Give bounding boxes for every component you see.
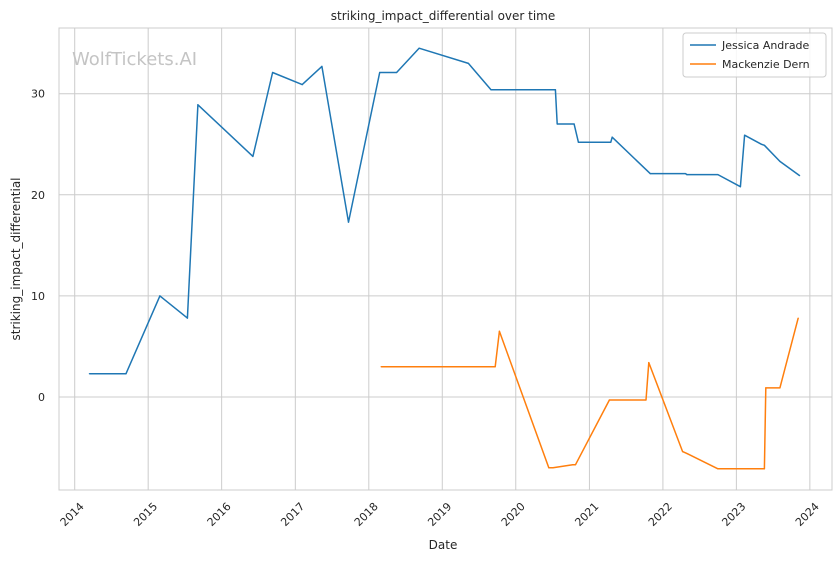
data-point-jessica-andrade <box>611 136 613 138</box>
legend-box <box>682 32 827 78</box>
y-tick-label: 20 <box>31 189 45 202</box>
legend: Jessica Andrade Mackenzie Dern <box>682 32 827 78</box>
y-axis-title: striking_impact_differential <box>9 177 23 340</box>
data-point-mackenzie-dern <box>608 399 611 401</box>
data-point-jessica-andrade <box>739 186 742 188</box>
data-point-jessica-andrade <box>779 160 781 162</box>
legend-label-mackenzie-dern: Mackenzie Dern <box>722 58 810 71</box>
data-point-mackenzie-dern <box>686 453 688 455</box>
data-point-jessica-andrade <box>686 174 688 176</box>
series-line-jessica-andrade <box>89 47 801 375</box>
data-point-jessica-andrade <box>744 134 746 136</box>
data-point-jessica-andrade <box>536 89 539 91</box>
series-layer <box>88 47 801 470</box>
data-point-jessica-andrade <box>684 173 687 175</box>
data-point-jessica-andrade <box>556 123 558 125</box>
data-point-jessica-andrade <box>649 173 651 175</box>
watermark: WolfTickets.AI <box>72 49 197 70</box>
data-point-mackenzie-dern <box>648 362 650 364</box>
data-point-jessica-andrade <box>717 174 719 176</box>
legend-label-jessica-andrade: Jessica Andrade <box>721 39 810 52</box>
data-point-mackenzie-dern <box>645 399 647 401</box>
data-point-jessica-andrade <box>186 317 188 319</box>
data-point-jessica-andrade <box>321 65 323 67</box>
data-point-mackenzie-dern <box>717 468 719 470</box>
data-point-jessica-andrade <box>197 104 199 106</box>
data-point-jessica-andrade <box>418 47 420 49</box>
data-point-mackenzie-dern <box>779 387 781 389</box>
data-point-jessica-andrade <box>347 221 350 223</box>
y-tick-label: 10 <box>31 290 45 303</box>
data-point-mackenzie-dern <box>494 366 496 368</box>
chart-title: striking_impact_differential over time <box>331 9 556 23</box>
y-tick-label: 30 <box>31 88 45 101</box>
grid <box>59 28 832 490</box>
data-point-jessica-andrade <box>252 155 254 157</box>
y-tick-label: 0 <box>38 391 45 404</box>
data-point-mackenzie-dern <box>572 464 574 466</box>
data-point-jessica-andrade <box>467 62 469 64</box>
data-point-jessica-andrade <box>88 373 90 375</box>
data-point-mackenzie-dern <box>552 467 554 469</box>
data-point-mackenzie-dern <box>574 464 577 466</box>
data-point-mackenzie-dern <box>763 468 766 470</box>
data-point-jessica-andrade <box>554 89 557 91</box>
data-point-mackenzie-dern <box>765 387 767 389</box>
data-point-jessica-andrade <box>272 71 274 74</box>
data-point-jessica-andrade <box>573 123 575 125</box>
data-point-mackenzie-dern <box>682 451 684 453</box>
data-point-jessica-andrade <box>490 89 492 91</box>
data-point-mackenzie-dern <box>380 366 382 368</box>
data-point-jessica-andrade <box>577 141 580 143</box>
data-point-jessica-andrade <box>610 141 612 143</box>
data-point-jessica-andrade <box>125 373 127 375</box>
data-point-mackenzie-dern <box>548 467 550 469</box>
data-point-jessica-andrade <box>799 175 801 177</box>
data-point-jessica-andrade <box>159 295 161 297</box>
series-line-mackenzie-dern <box>381 317 799 470</box>
data-point-jessica-andrade <box>396 71 398 74</box>
data-point-mackenzie-dern <box>747 468 749 470</box>
plot-area <box>58 27 833 491</box>
data-point-jessica-andrade <box>379 71 381 74</box>
data-point-mackenzie-dern <box>797 317 799 319</box>
data-point-jessica-andrade <box>760 143 763 145</box>
data-point-mackenzie-dern <box>498 330 500 332</box>
data-point-jessica-andrade <box>763 144 766 146</box>
data-point-jessica-andrade <box>301 84 303 86</box>
x-axis-title: Date <box>429 538 458 552</box>
